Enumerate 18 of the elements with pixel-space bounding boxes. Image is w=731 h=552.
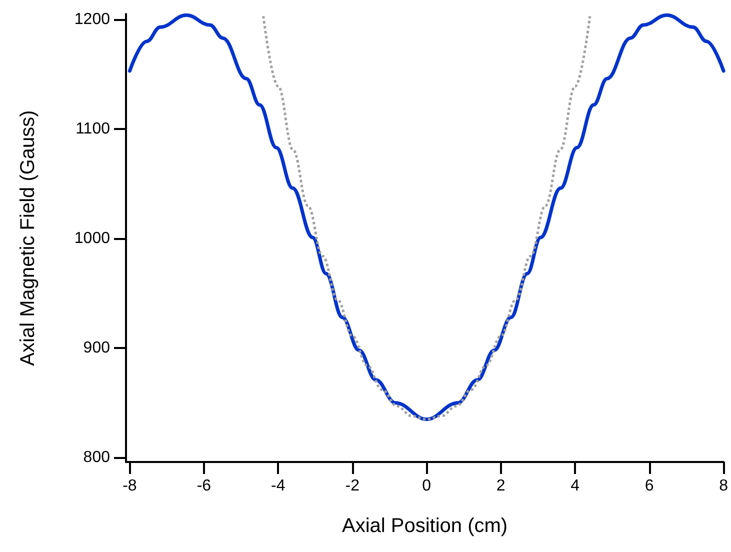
- x-tick-label: -8: [122, 478, 137, 494]
- y-tick-label: 1100: [76, 120, 110, 138]
- x-tick-label: -6: [196, 478, 212, 494]
- x-tick-label: -2: [345, 478, 360, 494]
- y-tick-label: 900: [83, 340, 110, 357]
- x-tick-label: 6: [644, 478, 654, 494]
- x-tick-label: -4: [271, 478, 286, 494]
- y-tick-label: 800: [83, 449, 110, 466]
- y-tick-label: 1200: [74, 10, 110, 28]
- y-axis-title: Axial Magnetic Field (Gauss): [17, 110, 39, 366]
- x-tick-label: 8: [719, 478, 728, 494]
- x-tick-label: 2: [496, 478, 506, 494]
- x-tick-label: 0: [422, 478, 432, 494]
- line-series: [128, 13, 726, 422]
- line-series: [262, 14, 592, 421]
- y-tick-label: 1000: [74, 230, 110, 248]
- x-tick-label: 4: [570, 478, 580, 494]
- x-axis-title: Axial Position (cm): [342, 515, 508, 537]
